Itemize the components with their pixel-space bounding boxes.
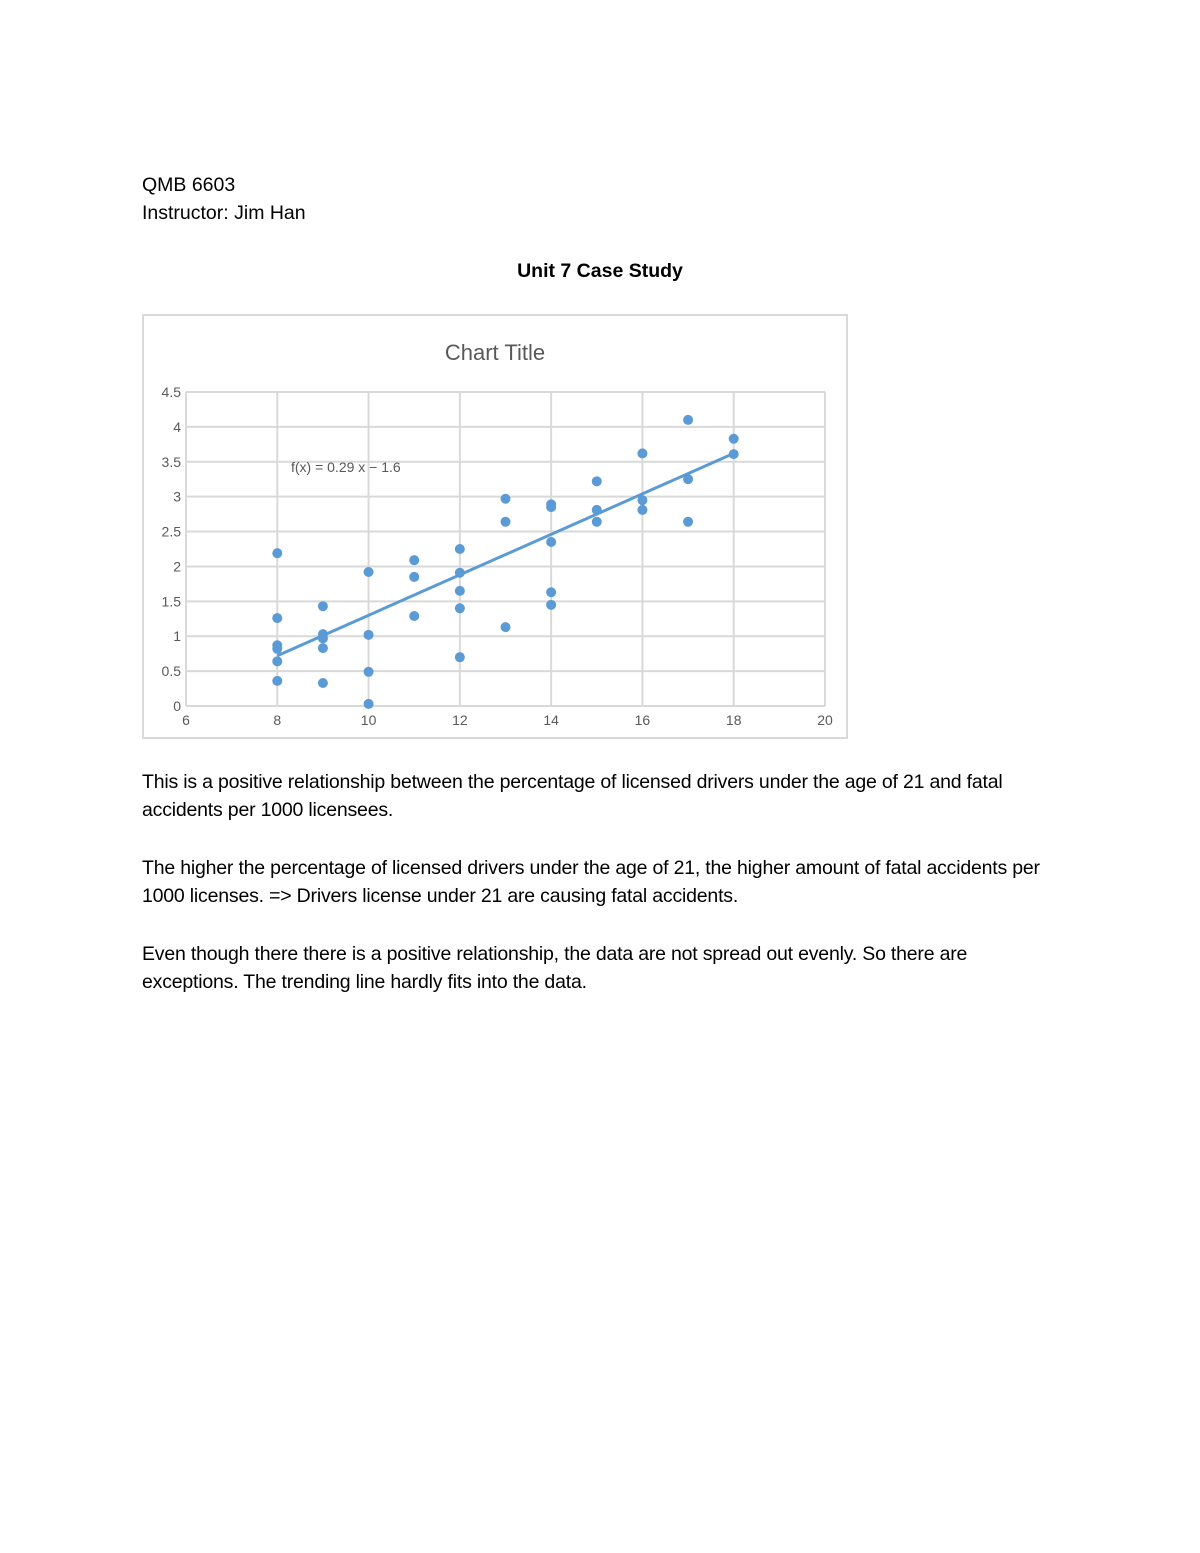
data-point xyxy=(363,666,374,677)
y-tick-label: 4 xyxy=(173,419,181,435)
paragraph-2: The higher the percentage of licensed dr… xyxy=(142,857,1040,907)
data-point xyxy=(454,603,465,614)
data-point xyxy=(317,677,328,688)
x-tick-label: 20 xyxy=(817,712,833,728)
y-tick-label: 2 xyxy=(173,558,181,574)
data-point xyxy=(272,613,283,624)
x-tick-label: 14 xyxy=(543,712,559,728)
trendline xyxy=(276,452,735,658)
course-code: QMB 6603 xyxy=(142,174,236,196)
data-point xyxy=(363,629,374,640)
data-point xyxy=(546,587,557,598)
y-tick-label: 3.5 xyxy=(162,454,182,470)
x-tick-label: 6 xyxy=(182,712,190,728)
data-point xyxy=(454,652,465,663)
data-point xyxy=(500,493,511,504)
data-point xyxy=(637,448,648,459)
data-point xyxy=(363,698,374,709)
data-point xyxy=(728,433,739,444)
data-point xyxy=(683,474,694,485)
data-point xyxy=(272,548,283,559)
y-tick-label: 4.5 xyxy=(162,384,182,400)
x-tick-label: 8 xyxy=(273,712,281,728)
data-point xyxy=(683,414,694,425)
data-point xyxy=(728,449,739,460)
paragraph-1: This is a positive relationship between … xyxy=(142,771,1003,821)
chart-svg: Chart Title 6 8 10 12 14 16 18 20 0 0.5 1 1.5 2 2.5 3 3… xyxy=(162,340,833,728)
data-point xyxy=(409,555,420,566)
x-tick-label: 12 xyxy=(452,712,468,728)
x-tick-label: 18 xyxy=(726,712,742,728)
data-point xyxy=(546,502,557,513)
data-point xyxy=(591,516,602,527)
y-tick-label: 0 xyxy=(173,698,181,714)
data-point xyxy=(317,601,328,612)
data-point xyxy=(637,495,648,506)
data-point xyxy=(591,476,602,487)
data-point xyxy=(591,504,602,515)
data-point xyxy=(683,516,694,527)
trendline-equation: f(x) = 0.29 x − 1.6 xyxy=(291,459,401,475)
y-tick-label: 0.5 xyxy=(162,663,182,679)
data-point xyxy=(317,643,328,654)
data-point xyxy=(317,633,328,644)
data-point xyxy=(409,610,420,621)
y-tick-label: 2.5 xyxy=(162,524,182,540)
paragraph-3: Even though there there is a positive re… xyxy=(142,943,968,993)
x-tick-label: 16 xyxy=(635,712,651,728)
document-title: Unit 7 Case Study xyxy=(517,260,683,282)
data-point xyxy=(272,656,283,667)
instructor: Instructor: Jim Han xyxy=(142,202,306,224)
chart-title: Chart Title xyxy=(445,340,545,365)
data-point xyxy=(500,516,511,527)
x-tick-label: 10 xyxy=(361,712,377,728)
data-point xyxy=(272,675,283,686)
data-point xyxy=(500,622,511,633)
data-point xyxy=(409,571,420,582)
data-point xyxy=(272,643,283,654)
data-point xyxy=(546,599,557,610)
y-tick-label: 1 xyxy=(173,628,181,644)
y-tick-label: 3 xyxy=(173,489,181,505)
data-point xyxy=(454,585,465,596)
data-point xyxy=(637,504,648,515)
data-point xyxy=(546,537,557,548)
data-point xyxy=(454,544,465,554)
y-tick-label: 1.5 xyxy=(162,593,182,609)
data-point xyxy=(454,567,465,578)
scatter-chart: Chart Title 6 8 10 12 14 16 18 20 0 0.5 1 1.5 2 2.5 3 3… xyxy=(142,314,848,739)
data-point xyxy=(363,567,374,578)
